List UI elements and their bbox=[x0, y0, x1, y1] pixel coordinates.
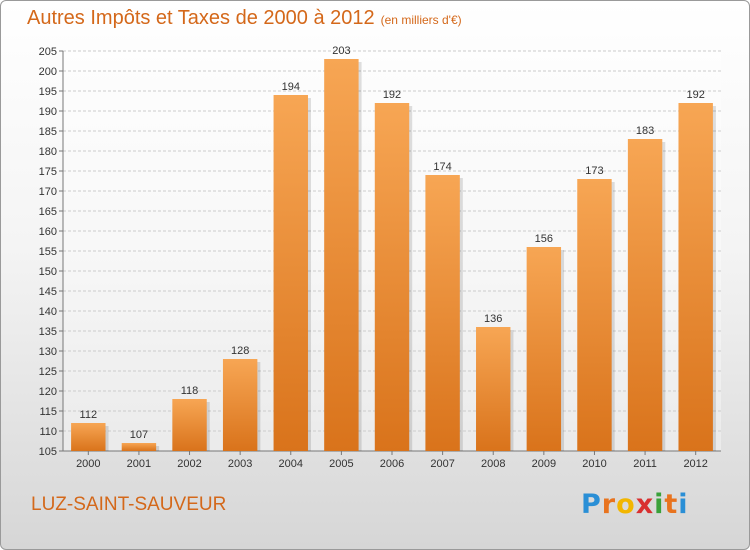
value-label-2009: 156 bbox=[535, 233, 553, 245]
x-tick-label-2008: 2008 bbox=[481, 458, 505, 470]
x-tick-label-2002: 2002 bbox=[177, 458, 201, 470]
bar-2012 bbox=[678, 103, 713, 451]
bars bbox=[71, 59, 716, 451]
logo-letter: x bbox=[635, 489, 655, 520]
y-tick-label: 160 bbox=[39, 226, 57, 238]
y-tick-label: 150 bbox=[39, 266, 57, 278]
logo-letter: r bbox=[601, 489, 617, 520]
x-tick-label-2003: 2003 bbox=[228, 458, 252, 470]
value-label-2003: 128 bbox=[231, 345, 249, 357]
bar-2011 bbox=[627, 139, 663, 451]
chart-title: Autres Impôts et Taxes de 2000 à 2012 (en… bbox=[27, 7, 462, 30]
y-tick-label: 140 bbox=[39, 306, 57, 318]
value-label-2011: 183 bbox=[636, 125, 654, 137]
x-tick-label-2012: 2012 bbox=[683, 458, 707, 470]
logo-letter: i bbox=[654, 489, 665, 520]
labels: 105 110 115 120 125 130 135 140 145 150 155 160 165 1… bbox=[39, 45, 708, 470]
value-label-2000: 112 bbox=[80, 409, 98, 421]
x-tick-label-2000: 2000 bbox=[76, 458, 100, 470]
y-tick-label: 205 bbox=[39, 46, 57, 58]
bar-2008 bbox=[476, 327, 511, 451]
chart-unit: (en milliers d'€) bbox=[380, 13, 462, 27]
y-tick-label: 200 bbox=[39, 66, 57, 78]
value-label-2002: 118 bbox=[181, 385, 199, 397]
bar-2006 bbox=[374, 103, 410, 451]
bar-2002 bbox=[172, 399, 207, 451]
x-tick-label-2001: 2001 bbox=[127, 458, 151, 470]
x-tick-label-2011: 2011 bbox=[633, 458, 657, 470]
x-tick-label-2006: 2006 bbox=[380, 458, 404, 470]
value-label-2001: 107 bbox=[130, 429, 148, 441]
place-name: LUZ-SAINT-SAUVEUR bbox=[31, 494, 227, 515]
logo-letter: t bbox=[664, 489, 679, 520]
bar-2003 bbox=[222, 359, 258, 451]
x-tick-label-2005: 2005 bbox=[329, 458, 353, 470]
y-tick-label: 190 bbox=[39, 106, 57, 118]
bar-2009 bbox=[526, 247, 562, 451]
value-label-2012: 192 bbox=[687, 89, 705, 101]
x-tick-label-2010: 2010 bbox=[582, 458, 606, 470]
y-tick-label: 135 bbox=[39, 326, 57, 338]
value-label-2005: 203 bbox=[332, 45, 350, 57]
x-tick-label-2007: 2007 bbox=[430, 458, 454, 470]
value-label-2008: 136 bbox=[484, 313, 502, 325]
value-label-2010: 173 bbox=[585, 165, 603, 177]
y-tick-label: 165 bbox=[39, 206, 57, 218]
y-tick-label: 145 bbox=[39, 286, 57, 298]
bar-2010 bbox=[577, 179, 612, 451]
proxiti-logo: Proxiti bbox=[581, 489, 689, 520]
y-tick-label: 155 bbox=[39, 246, 57, 258]
y-tick-label: 120 bbox=[39, 386, 57, 398]
bar-2005 bbox=[324, 59, 359, 451]
y-tick-label: 115 bbox=[39, 406, 57, 418]
x-tick-label-2009: 2009 bbox=[532, 458, 556, 470]
y-tick-label: 105 bbox=[39, 446, 57, 458]
y-tick-label: 175 bbox=[39, 166, 57, 178]
bar-2000 bbox=[71, 423, 106, 451]
bar-2001 bbox=[121, 443, 157, 451]
bar-2004 bbox=[273, 95, 308, 451]
chart-title-text: Autres Impôts et Taxes de 2000 à 2012 bbox=[27, 7, 375, 29]
y-tick-label: 170 bbox=[39, 186, 57, 198]
logo-letter: o bbox=[616, 489, 636, 520]
logo-letter: i bbox=[678, 489, 689, 520]
x-tick-label-2004: 2004 bbox=[279, 458, 303, 470]
logo-letter: P bbox=[581, 489, 602, 520]
y-tick-label: 130 bbox=[39, 346, 57, 358]
y-tick-label: 195 bbox=[39, 86, 57, 98]
y-tick-label: 125 bbox=[39, 366, 57, 378]
value-label-2006: 192 bbox=[383, 89, 401, 101]
y-tick-label: 185 bbox=[39, 126, 57, 138]
bar-2007 bbox=[425, 175, 460, 451]
y-tick-label: 180 bbox=[39, 146, 57, 158]
value-label-2004: 194 bbox=[282, 81, 300, 93]
y-tick-label: 110 bbox=[39, 426, 57, 438]
value-label-2007: 174 bbox=[433, 161, 451, 173]
